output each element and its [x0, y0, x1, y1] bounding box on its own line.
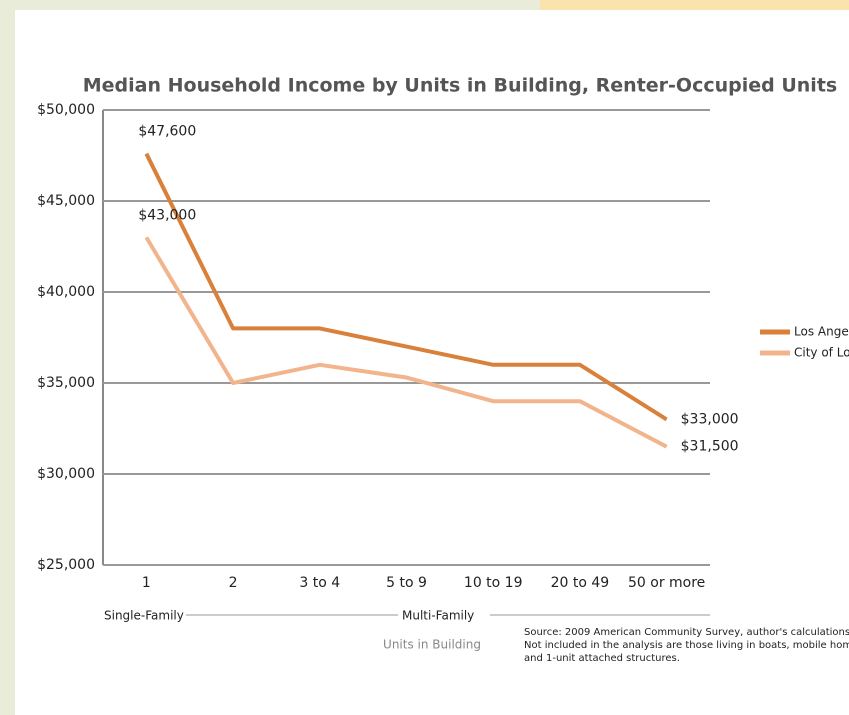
panel — [15, 10, 849, 715]
x-tick-label: 50 or more — [628, 575, 705, 591]
data-label: $33,000 — [681, 411, 739, 427]
y-tick-label: $40,000 — [37, 284, 95, 300]
y-tick-label: $35,000 — [37, 375, 95, 391]
series-line — [144, 152, 668, 422]
y-tick-label: $25,000 — [37, 557, 95, 573]
x-axis-label: Units in Building — [383, 638, 481, 652]
series-line — [144, 236, 668, 449]
legend-label: Los Angeles County — [794, 325, 849, 339]
x-tick-label: 2 — [229, 575, 238, 591]
source: Not included in the analysis are those l… — [524, 640, 849, 651]
x-tick-label: 3 to 4 — [299, 575, 340, 591]
data-label: $31,500 — [681, 439, 739, 455]
legend-label: City of Los Angeles — [794, 346, 849, 360]
y-tick-label: $30,000 — [37, 466, 95, 482]
x-tick-label: 10 to 19 — [464, 575, 523, 591]
group-label: Single-Family — [104, 609, 184, 623]
source: Source: 2009 American Community Survey, … — [524, 627, 849, 638]
x-tick-label: 1 — [142, 575, 151, 591]
y-tick-label: $45,000 — [37, 193, 95, 209]
x-tick-label: 5 to 9 — [386, 575, 427, 591]
group-mask — [398, 607, 490, 623]
group-mask — [100, 607, 186, 623]
chart-title: Median Household Income by Units in Buil… — [83, 75, 837, 97]
group-label: Multi-Family — [402, 609, 474, 623]
source: and 1-unit attached structures. — [524, 653, 680, 664]
x-tick-label: 20 to 49 — [551, 575, 610, 591]
data-label: $47,600 — [138, 124, 196, 140]
data-label: $43,000 — [138, 207, 196, 223]
y-tick-label: $50,000 — [37, 102, 95, 118]
accent-strip — [540, 0, 849, 10]
